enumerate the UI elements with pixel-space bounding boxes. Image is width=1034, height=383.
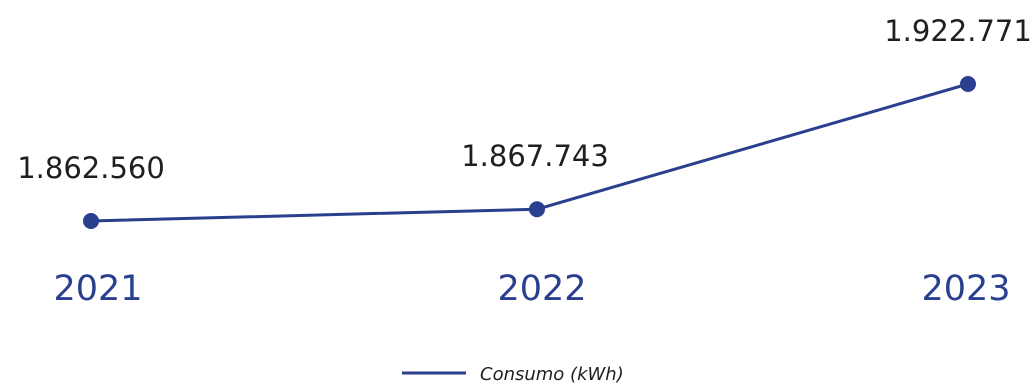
x-tick-label-2021: 2021 xyxy=(53,269,142,309)
data-point-2022 xyxy=(529,201,545,218)
x-tick-label-2023: 2023 xyxy=(921,269,1010,309)
data-label-2021: 1.862.560 xyxy=(17,151,165,185)
data-label-2023: 1.922.771 xyxy=(884,14,1032,48)
x-axis-tick-labels: 2021 2022 2023 xyxy=(53,269,1010,309)
legend-label: Consumo (kWh) xyxy=(480,364,624,383)
data-point-2021 xyxy=(83,213,99,229)
data-label-2022: 1.867.743 xyxy=(461,139,609,173)
series-layer xyxy=(83,76,976,229)
x-tick-label-2022: 2022 xyxy=(497,269,586,309)
legend: Consumo (kWh) xyxy=(402,364,624,383)
data-point-2023 xyxy=(960,76,976,92)
data-label-layer: 1.862.560 1.867.743 1.922.771 xyxy=(17,14,1032,185)
